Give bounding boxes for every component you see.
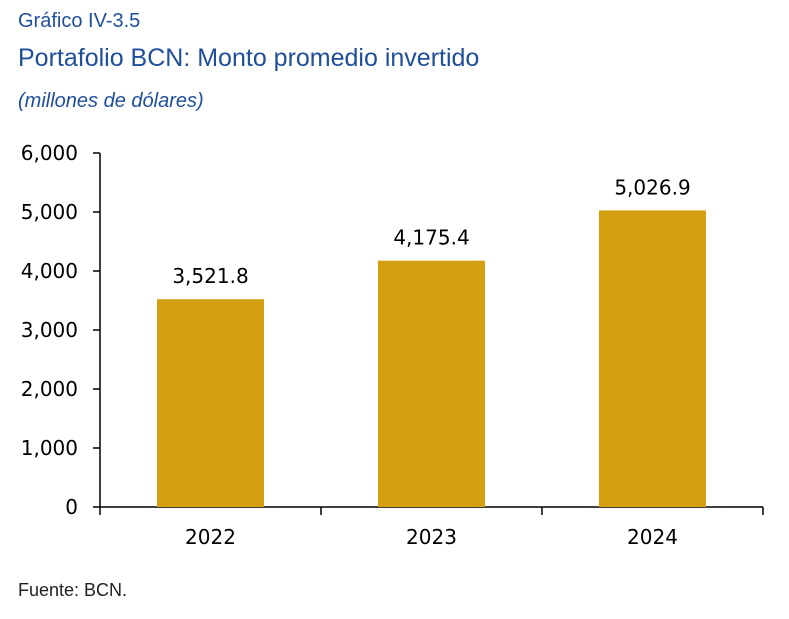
source-note: Fuente: BCN. <box>18 580 128 600</box>
x-tick-label-2022: 2022 <box>185 525 236 549</box>
chart-subtitle: (millones de dólares) <box>18 90 204 112</box>
y-tick-label: 2,000 <box>21 377 78 401</box>
bar-2023 <box>378 260 485 507</box>
y-tick-label: 0 <box>65 495 78 519</box>
x-tick-label-2023: 2023 <box>406 525 457 549</box>
bar-2024 <box>599 210 706 507</box>
y-tick-label: 5,000 <box>21 200 78 224</box>
y-tick-label: 4,000 <box>21 259 78 283</box>
chart-title: Portafolio BCN: Monto promedio invertido <box>18 44 480 72</box>
x-tick-label-2024: 2024 <box>627 525 678 549</box>
bar-2022 <box>157 299 264 507</box>
data-label-2023: 4,175.4 <box>393 226 469 250</box>
y-tick-label: 1,000 <box>21 436 78 460</box>
y-tick-label: 3,000 <box>21 318 78 342</box>
data-label-2024: 5,026.9 <box>614 175 690 199</box>
figure-label: Gráfico IV-3.5 <box>18 10 141 32</box>
y-tick-label: 6,000 <box>21 141 78 165</box>
data-label-2022: 3,521.8 <box>172 264 248 288</box>
